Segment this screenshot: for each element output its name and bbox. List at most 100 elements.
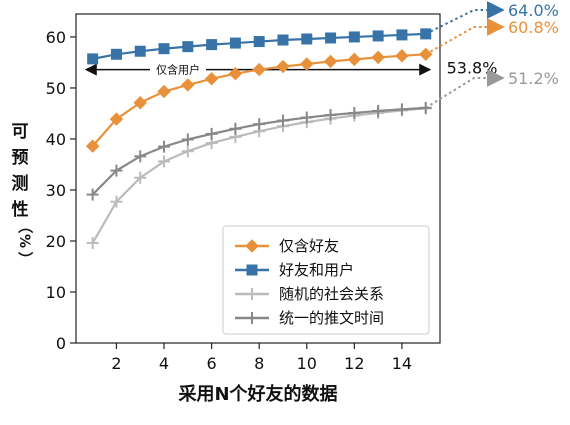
series-1 [87,28,432,65]
y-axis-label-char-1: 可 [12,122,29,142]
y-axis-label-char-6: % [16,234,32,248]
data-point [158,43,170,55]
data-point [206,39,218,51]
data-point [276,59,290,74]
data-point [371,50,385,65]
data-point [325,32,337,44]
y-tick-label: 50 [46,79,66,98]
series-0 [85,47,433,153]
y-tick-label: 30 [46,181,66,200]
data-point [420,28,432,40]
legend-marker [246,264,258,276]
data-point [396,29,408,41]
y-tick-label: 10 [46,283,66,302]
data-point [134,171,147,184]
data-point [181,78,195,92]
legend-label: 好友和用户 [279,261,354,279]
data-point [110,195,123,208]
data-point [324,108,337,121]
data-point [300,111,313,124]
y-tick-label: 60 [46,28,66,47]
extrapolated-value-label: 64.0% [508,1,559,20]
data-point [133,96,147,110]
plot-frame [75,13,441,344]
span-label-background [150,60,206,77]
y-tick-label: 40 [46,130,66,149]
span-value: 53.8% [447,59,498,78]
data-point [228,66,243,81]
x-tick-label: 8 [254,354,264,373]
data-point [419,47,433,62]
data-point [276,114,289,127]
data-point [253,118,266,131]
annotations: 仅含用户 53.8% 64.0%60.8% 51.2% [84,1,559,109]
data-point [134,45,146,57]
y-axis-label-char-2: 预 [12,148,29,168]
data-point [277,34,289,46]
legend-marker [246,312,258,324]
extrapolation-arrow [425,69,505,109]
data-point [347,52,362,67]
x-tick-label: 4 [159,354,169,373]
y-axis-label-char-7: ） [16,251,34,266]
data-point [252,62,266,77]
data-point [86,237,99,250]
data-point [134,150,147,163]
extrapolated-value-label: 51.2% [508,69,559,88]
data-point [157,84,171,99]
data-point [181,133,194,146]
data-point [372,30,384,42]
x-tick-label: 14 [392,354,412,373]
x-tick-label: 10 [297,354,317,373]
data-point [110,164,123,177]
data-point [158,155,171,168]
legend-marker [245,239,259,253]
y-axis-label-char-3: 测 [12,173,29,194]
data-point [85,139,100,153]
x-tick-label: 6 [207,354,217,373]
data-point [158,140,171,153]
legend-marker [246,288,258,300]
x-tick-label: 12 [344,354,364,373]
data-point [395,103,408,116]
legend-label: 统一的推文时间 [279,309,384,327]
x-tick-label: 2 [111,354,121,373]
data-point [87,53,99,65]
data-point [229,122,242,135]
legend-label: 随机的社会关系 [279,285,384,303]
y-axis-label-char-5: （ [16,218,34,233]
extrapolation-arrow [425,1,505,35]
x-axis-label: 采用N个好友的数据 [177,383,337,405]
data-point [323,54,338,69]
span-label: 仅含用户 [156,63,200,77]
data-point [204,72,219,86]
extrapolated-value-label: 60.8% [508,18,559,37]
legend-box [222,225,430,335]
data-point [372,104,385,117]
series-3 [86,101,432,201]
data-point [86,188,99,201]
data-point [395,49,409,63]
data-point [205,127,218,140]
data-point [348,106,361,119]
data-point [182,41,194,53]
series-group [85,28,433,250]
data-point [181,145,194,158]
extrapolation-arrow [425,18,505,56]
y-tick-label: 0 [56,334,66,353]
y-axis-label-char-4: 性 [12,199,29,220]
data-point [109,112,124,126]
data-point [419,101,432,114]
data-point [300,57,314,71]
axes: 0 10 20 30 40 50 60 2 4 6 8 10 12 14 [46,13,441,373]
y-axis-label: 可 预 测 性 （ % ） [12,122,35,267]
legend-label: 仅含好友 [279,237,339,255]
y-tick-label: 20 [46,232,66,251]
data-point [348,31,360,43]
data-point [110,48,122,60]
data-point [253,36,265,48]
data-point [229,37,241,49]
